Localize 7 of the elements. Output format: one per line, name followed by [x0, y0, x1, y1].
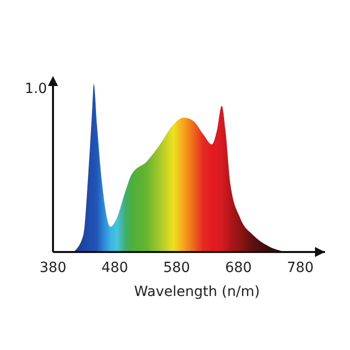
- x-tick-label: 480: [101, 260, 128, 276]
- x-tick-label: 680: [225, 260, 252, 276]
- x-tick-label: 380: [40, 260, 66, 276]
- x-tick-label: 580: [163, 260, 190, 276]
- x-axis-title: Wavelength (n/m): [134, 284, 260, 300]
- x-tick-label: 780: [286, 260, 314, 276]
- text: 1.0: [24, 81, 47, 97]
